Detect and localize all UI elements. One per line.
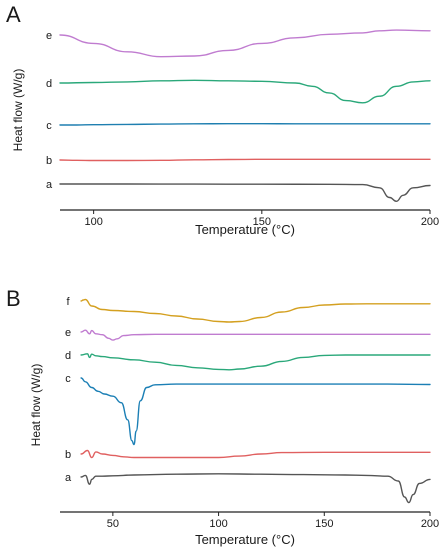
x-tick-label: 150: [253, 216, 271, 228]
x-tick-label: 200: [421, 518, 439, 530]
series-label-b: b: [46, 155, 52, 167]
panel-a-curve-labels: ab c d e: [46, 30, 53, 191]
series-line-f: [80, 298, 431, 323]
panel-a-curves: [59, 29, 431, 202]
series-label-a: a: [46, 179, 53, 191]
series-label-e: e: [65, 327, 71, 339]
panel-a-x-axis-title: Temperature (°C): [195, 222, 295, 237]
series-label-a: a: [65, 472, 72, 484]
x-tick-label: 100: [209, 518, 227, 530]
panel-a-x-tick-labels: 100 150 200: [84, 216, 439, 228]
panel-a: A Heat flow (W/g) 100 150 200 Temperature …: [6, 2, 439, 237]
panel-b-x-axis-title: Temperature (°C): [195, 532, 295, 547]
panel-b-letter: B: [6, 286, 21, 311]
series-label-c: c: [65, 373, 71, 385]
series-line-c: [59, 122, 431, 126]
series-line-d: [80, 353, 431, 371]
series-line-b: [59, 158, 431, 162]
panel-a-y-axis-title: Heat flow (W/g): [11, 69, 25, 152]
series-label-e: e: [46, 30, 52, 42]
series-line-d: [59, 79, 431, 104]
panel-b-curve-labels: ab cde f: [65, 296, 72, 484]
series-line-a: [59, 183, 431, 202]
series-line-a: [80, 473, 431, 504]
panel-b-x-tick-labels: 50 100 150 200: [107, 518, 439, 530]
x-tick-label: 100: [84, 216, 102, 228]
x-tick-label: 50: [107, 518, 119, 530]
series-label-c: c: [46, 120, 52, 132]
panel-a-letter: A: [6, 2, 21, 27]
series-label-d: d: [46, 78, 52, 90]
x-tick-label: 150: [315, 518, 333, 530]
series-line-e: [59, 29, 431, 58]
panel-a-x-ticks: [93, 210, 431, 214]
panel-b-y-axis-title: Heat flow (W/g): [29, 364, 43, 447]
panel-b-curves: [80, 298, 431, 504]
panel-b: B Heat flow (W/g) 50 100 150 200 Temperatur…: [6, 286, 439, 547]
series-label-f: f: [66, 296, 70, 308]
series-label-d: d: [65, 350, 71, 362]
x-tick-label: 200: [421, 216, 439, 228]
series-line-b: [80, 449, 431, 459]
panel-b-x-ticks: [112, 512, 431, 516]
series-line-e: [80, 329, 431, 341]
series-label-b: b: [65, 449, 71, 461]
series-line-c: [80, 377, 431, 446]
